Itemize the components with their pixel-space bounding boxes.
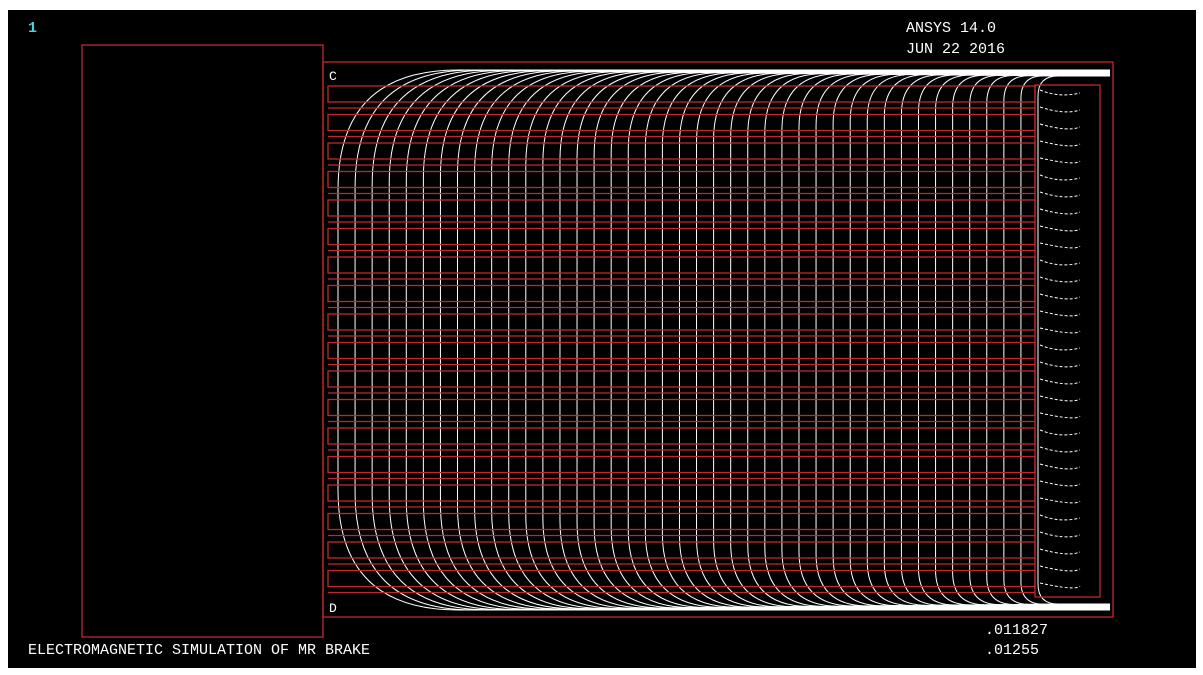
contour-line bbox=[1039, 412, 1081, 419]
coil-region bbox=[1034, 84, 1101, 598]
contour-line bbox=[986, 75, 1110, 605]
contour-marker: C bbox=[329, 69, 337, 84]
contour-line bbox=[1039, 174, 1081, 181]
contour-line bbox=[798, 73, 1110, 607]
contour-line bbox=[388, 69, 1110, 611]
contour-line bbox=[1039, 514, 1081, 521]
contour-line bbox=[405, 70, 1110, 610]
contour-line bbox=[1039, 106, 1081, 113]
product-label: ANSYS 14.0 bbox=[906, 20, 996, 37]
contour-line bbox=[439, 70, 1110, 610]
contour-line bbox=[1039, 89, 1081, 96]
contour-line bbox=[1039, 225, 1081, 232]
contour-line bbox=[713, 72, 1110, 608]
contour-line bbox=[764, 73, 1110, 607]
housing-region bbox=[322, 61, 1114, 618]
contour-line bbox=[525, 71, 1110, 609]
contour-line bbox=[422, 70, 1110, 610]
contour-line bbox=[730, 72, 1110, 608]
contour-line bbox=[1039, 310, 1081, 317]
contour-line bbox=[1020, 75, 1110, 605]
contour-line bbox=[883, 74, 1110, 606]
contour-line bbox=[610, 71, 1110, 609]
contour-line bbox=[747, 73, 1110, 607]
contour-line bbox=[849, 73, 1110, 607]
contour-line bbox=[917, 74, 1110, 606]
legend-value: .011827 bbox=[985, 622, 1048, 639]
contour-line bbox=[1039, 344, 1081, 351]
date-label: JUN 22 2016 bbox=[906, 41, 1005, 58]
contour-line bbox=[1039, 480, 1081, 487]
contour-line bbox=[1039, 327, 1081, 334]
contour-line bbox=[866, 74, 1110, 606]
contour-line bbox=[474, 70, 1110, 610]
contour-line bbox=[1039, 531, 1081, 538]
flux-contours bbox=[337, 69, 1110, 611]
contour-line bbox=[1039, 361, 1081, 368]
contour-line bbox=[1039, 429, 1081, 436]
contour-line bbox=[354, 69, 1110, 611]
contour-line bbox=[832, 73, 1110, 607]
contour-line bbox=[1039, 497, 1081, 504]
contour-line bbox=[491, 70, 1110, 610]
window-number: 1 bbox=[28, 20, 37, 37]
contour-line bbox=[457, 70, 1110, 610]
graphics-area bbox=[8, 10, 1196, 668]
contour-line bbox=[1039, 395, 1081, 402]
contour-line bbox=[542, 71, 1110, 609]
contour-line bbox=[935, 74, 1110, 606]
contour-line bbox=[1039, 259, 1081, 266]
legend-value: .01255 bbox=[985, 642, 1039, 659]
contour-line bbox=[337, 69, 1110, 611]
contour-line bbox=[1039, 157, 1081, 164]
contour-line bbox=[952, 74, 1110, 606]
contour-line bbox=[644, 72, 1110, 608]
contour-line bbox=[1039, 565, 1081, 572]
plot-title: ELECTROMAGNETIC SIMULATION OF MR BRAKE bbox=[28, 642, 370, 659]
contour-line bbox=[1039, 242, 1081, 249]
contour-marker: D bbox=[329, 601, 337, 616]
contour-line bbox=[371, 69, 1110, 611]
contour-line bbox=[1003, 75, 1110, 605]
contour-line bbox=[1039, 446, 1081, 453]
contour-line bbox=[969, 74, 1110, 606]
contour-line bbox=[1039, 582, 1081, 589]
contour-line bbox=[900, 74, 1110, 606]
contour-line bbox=[1039, 276, 1081, 283]
mesh-regions bbox=[327, 85, 1036, 594]
contour-line bbox=[1039, 140, 1081, 147]
contour-line bbox=[576, 71, 1110, 609]
contour-line bbox=[593, 71, 1110, 609]
contour-line bbox=[559, 71, 1110, 609]
contour-line bbox=[1037, 75, 1110, 605]
contour-line bbox=[627, 71, 1110, 609]
contour-line bbox=[696, 72, 1110, 608]
contour-line bbox=[781, 73, 1110, 607]
contour-line bbox=[508, 70, 1110, 610]
contour-line bbox=[1039, 191, 1081, 198]
contour-line bbox=[815, 73, 1110, 607]
contour-line bbox=[661, 72, 1110, 608]
contour-line bbox=[678, 72, 1110, 608]
